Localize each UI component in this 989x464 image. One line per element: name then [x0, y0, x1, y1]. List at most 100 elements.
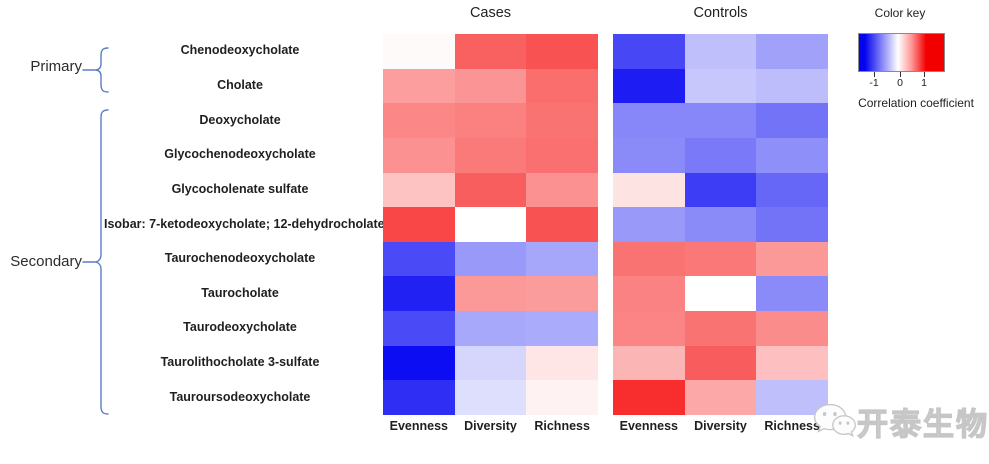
heatmap-cell	[756, 380, 828, 415]
secondary-brace-icon	[82, 109, 109, 415]
heatmap-cell	[756, 345, 828, 381]
heatmap-cell	[526, 241, 598, 277]
column-label: Evenness	[619, 419, 679, 433]
heatmap-cell	[756, 311, 828, 346]
primary-brace-icon	[82, 47, 109, 93]
panel-title-controls: Controls	[693, 5, 748, 21]
heatmap-cell	[526, 68, 598, 104]
heatmap-cell	[454, 380, 527, 415]
row-labels: Chenodeoxycholate Cholate Deoxycholate Glyc…	[104, 0, 385, 464]
heatmap-cell	[613, 103, 685, 138]
row-label: Taurochenodeoxycholate	[164, 251, 316, 266]
column-label: Diversity	[694, 419, 747, 433]
heatmap-cell	[526, 207, 598, 242]
heatmap-cell	[756, 276, 828, 312]
heatmap-cell	[526, 345, 598, 381]
heatmap-cell	[383, 137, 455, 173]
color-key-gradient	[858, 33, 945, 72]
heatmap-cell	[756, 34, 828, 69]
row-label: Taurodeoxycholate	[183, 320, 297, 335]
color-key-tick	[874, 72, 875, 77]
heatmap-cell	[454, 103, 527, 138]
group-label-primary: Primary	[30, 58, 82, 75]
wechat-logo-icon	[813, 403, 856, 438]
row-label: Glycocholenate sulfate	[171, 181, 309, 196]
heatmap-cases	[383, 34, 598, 415]
heatmap-cell	[684, 311, 757, 346]
heatmap-cell	[454, 137, 527, 173]
heatmap-cell	[526, 34, 598, 69]
row-label: Cholate	[217, 77, 263, 92]
row-label: Taurolithocholate 3-sulfate	[160, 355, 320, 370]
heatmap-cell	[454, 207, 527, 242]
heatmap-cell	[684, 241, 757, 277]
watermark-text: 开泰生物	[856, 406, 989, 442]
heatmap-cell	[684, 207, 757, 242]
heatmap-cell	[613, 241, 685, 277]
heatmap-cell	[684, 380, 757, 415]
color-key-tick-label: 0	[897, 77, 903, 89]
heatmap-cell	[383, 68, 455, 104]
heatmap-cell	[613, 172, 685, 208]
heatmap-cell	[756, 241, 828, 277]
heatmap-cell	[383, 380, 455, 415]
color-key-tick-label: 1	[921, 77, 927, 89]
heatmap-cell	[613, 207, 685, 242]
column-labels-controls: Evenness Diversity Richness	[613, 419, 828, 435]
heatmap-cell	[684, 103, 757, 138]
heatmap-cell	[526, 103, 598, 138]
row-label: Glycochenodeoxycholate	[164, 147, 316, 162]
row-label: Deoxycholate	[199, 112, 281, 127]
row-label: Chenodeoxycholate	[180, 43, 300, 58]
heatmap-cell	[756, 68, 828, 104]
heatmap-cell	[613, 380, 685, 415]
heatmap-cell	[454, 311, 527, 346]
heatmap-cell	[383, 241, 455, 277]
heatmap-cell	[526, 276, 598, 312]
heatmap-cell	[383, 345, 455, 381]
heatmap-cell	[756, 103, 828, 138]
color-key-tick	[900, 72, 901, 77]
panel-title-cases: Cases	[469, 5, 512, 21]
heatmap-cell	[684, 276, 757, 312]
color-key-tick	[924, 72, 925, 77]
heatmap-cell	[756, 207, 828, 242]
heatmap-cell	[756, 137, 828, 173]
watermark: 开泰生物	[812, 392, 989, 450]
heatmap-cell	[383, 103, 455, 138]
color-key-tick-label: -1	[869, 77, 879, 89]
heatmap-cell	[684, 34, 757, 69]
heatmap-cell	[613, 276, 685, 312]
color-key-caption: Correlation coefficient	[858, 96, 974, 110]
heatmap-cell	[383, 276, 455, 312]
heatmap-cell	[613, 68, 685, 104]
column-label: Richness	[534, 419, 590, 433]
heatmap-cell	[613, 345, 685, 381]
heatmap-cell	[454, 172, 527, 208]
color-key-title: Color key	[874, 6, 926, 20]
heatmap-cell	[526, 311, 598, 346]
row-label: Isobar: 7-ketodeoxycholate; 12-dehydroch…	[104, 216, 385, 231]
heatmap-cell	[756, 172, 828, 208]
heatmap-cell	[684, 345, 757, 381]
heatmap-cell	[454, 68, 527, 104]
heatmap-cell	[613, 34, 685, 69]
row-label: Taurocholate	[201, 285, 279, 300]
heatmap-cell	[526, 380, 598, 415]
heatmap-cell	[383, 207, 455, 242]
row-label: Tauroursodeoxycholate	[169, 389, 311, 404]
heatmap-cell	[684, 137, 757, 173]
heatmap-cell	[383, 34, 455, 69]
heatmap-cell	[613, 311, 685, 346]
heatmap-cell	[383, 311, 455, 346]
heatmap-cell	[613, 137, 685, 173]
heatmap-cell	[684, 172, 757, 208]
heatmap-cell	[383, 172, 455, 208]
heatmap-cell	[526, 137, 598, 173]
column-label: Evenness	[389, 419, 449, 433]
heatmap-cell	[454, 34, 527, 69]
column-label: Diversity	[464, 419, 517, 433]
heatmap-cell	[526, 172, 598, 208]
heatmap-controls	[613, 34, 828, 415]
